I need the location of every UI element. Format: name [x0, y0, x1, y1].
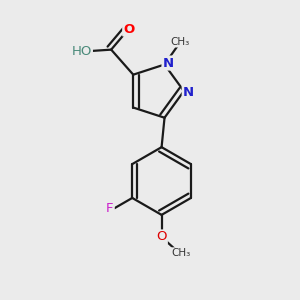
Text: CH₃: CH₃ [171, 37, 190, 47]
Text: O: O [123, 22, 134, 35]
Text: N: N [183, 86, 194, 99]
Text: CH₃: CH₃ [171, 248, 190, 258]
Text: HO: HO [71, 45, 92, 58]
Text: F: F [106, 202, 114, 215]
Text: O: O [156, 230, 167, 244]
Text: N: N [163, 56, 174, 70]
